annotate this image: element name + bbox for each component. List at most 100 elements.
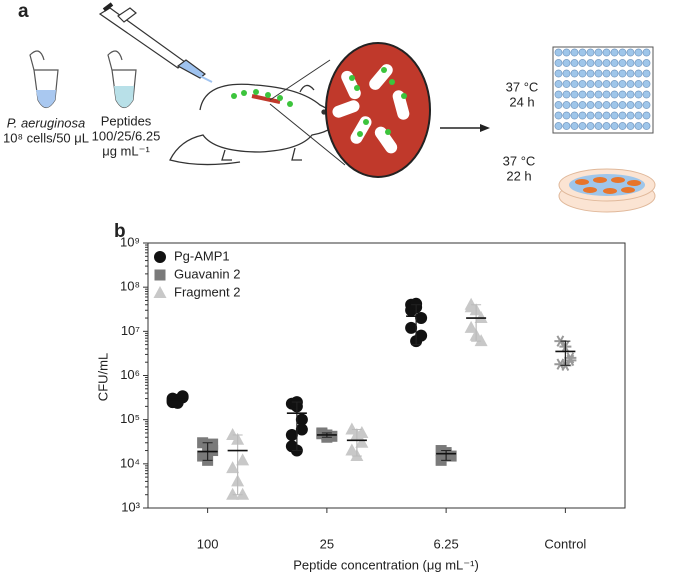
well	[642, 69, 651, 78]
plot-frame	[147, 242, 626, 509]
data-point	[564, 354, 577, 367]
well	[570, 59, 579, 67]
well	[578, 69, 587, 78]
well	[602, 101, 611, 109]
well	[602, 59, 611, 67]
well	[554, 122, 563, 130]
well	[618, 101, 627, 109]
well	[602, 122, 611, 130]
well	[618, 48, 627, 57]
data-point	[236, 453, 250, 466]
well	[642, 90, 651, 99]
well	[586, 59, 595, 67]
data-point	[226, 487, 240, 500]
well	[618, 111, 627, 120]
well	[578, 90, 587, 99]
doses-label: 100/25/6.25	[92, 128, 161, 143]
well	[586, 48, 595, 57]
well	[642, 101, 651, 109]
well	[610, 59, 619, 67]
well	[586, 90, 595, 99]
well	[562, 59, 571, 67]
well	[578, 80, 587, 88]
well	[594, 80, 603, 88]
pipette	[98, 2, 213, 83]
panel-label: a	[18, 1, 29, 22]
data-point	[166, 394, 179, 407]
well	[594, 111, 603, 120]
x-tick-label: 6.25	[433, 536, 458, 551]
legend-label: Pg-AMP1	[174, 248, 230, 263]
well	[634, 111, 643, 120]
y-tick-label: 10⁷	[121, 323, 140, 338]
inoculum-label: 10⁸ cells/50 μL	[3, 130, 89, 145]
well	[626, 122, 635, 130]
well	[578, 59, 587, 67]
well	[642, 122, 651, 130]
well	[570, 80, 579, 88]
data-point	[285, 440, 298, 453]
legend-label: Guavanin 2	[174, 266, 241, 281]
well	[626, 101, 635, 109]
well	[578, 122, 587, 130]
x-tick-label: 25	[320, 536, 334, 551]
well	[634, 101, 643, 109]
well	[562, 69, 571, 78]
well	[578, 48, 587, 57]
well	[642, 80, 651, 88]
well	[634, 80, 643, 88]
well	[610, 111, 619, 120]
tube	[29, 50, 59, 109]
well	[610, 90, 619, 99]
well	[618, 69, 627, 78]
well	[626, 80, 635, 88]
well	[578, 101, 587, 109]
data-point	[355, 435, 369, 448]
well	[626, 48, 635, 57]
well	[610, 80, 619, 88]
incubation-time: 22 h	[506, 168, 531, 183]
data-point	[474, 334, 488, 347]
arrow	[440, 124, 490, 132]
well	[602, 48, 611, 57]
well	[618, 80, 627, 88]
well	[554, 90, 563, 99]
y-tick-label: 10⁸	[120, 279, 140, 294]
tube	[107, 50, 137, 109]
zoom-circle	[325, 42, 431, 178]
legend-marker	[154, 251, 166, 263]
well	[602, 80, 611, 88]
well	[626, 111, 635, 120]
well	[634, 48, 643, 57]
well	[610, 69, 619, 78]
well	[626, 69, 635, 78]
data-point	[207, 438, 219, 450]
data-point	[415, 312, 428, 325]
legend-label: Fragment 2	[174, 284, 240, 299]
strain-label: P. aeruginosa	[7, 115, 86, 130]
data-point	[295, 423, 308, 436]
well	[642, 111, 651, 120]
well	[562, 90, 571, 99]
well	[618, 122, 627, 130]
y-tick-label: 10⁹	[120, 234, 140, 249]
well	[634, 69, 643, 78]
well	[586, 122, 595, 130]
well	[570, 90, 579, 99]
well	[610, 48, 619, 57]
legend-marker	[153, 286, 167, 298]
petri-dish	[558, 168, 656, 213]
y-tick-label: 10³	[121, 499, 140, 514]
data-point	[464, 320, 478, 333]
well	[626, 90, 635, 99]
zoom-lines	[269, 59, 346, 166]
well	[610, 122, 619, 130]
well	[634, 59, 643, 67]
well	[554, 69, 563, 78]
y-tick-label: 10⁵	[120, 411, 140, 426]
data-point	[405, 321, 418, 334]
data-point	[474, 311, 488, 324]
well	[594, 48, 603, 57]
well	[642, 48, 651, 57]
well	[626, 59, 635, 67]
